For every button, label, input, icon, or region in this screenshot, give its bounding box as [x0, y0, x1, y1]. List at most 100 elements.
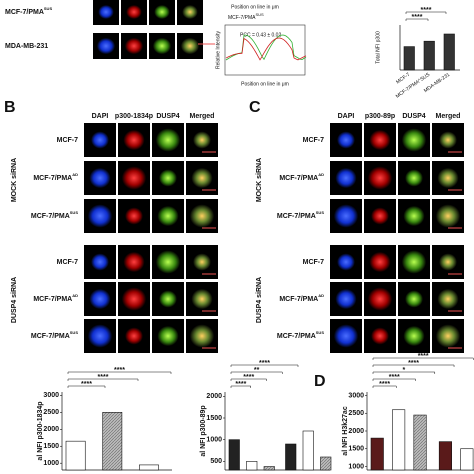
y-axis-label: al NFI p300-89p	[200, 405, 207, 456]
label-main: MCF-7/PMA	[277, 213, 316, 220]
label: MCF-7/PMAAD	[279, 172, 324, 182]
group-label: DUSP4 siRNA	[256, 277, 263, 323]
panel-letter: B	[4, 99, 16, 116]
y-tick-label: 1500	[206, 415, 222, 422]
label: MCF-7/PMASUS	[5, 6, 52, 16]
label: PCC = 0.43 ± 0.02	[240, 32, 281, 38]
cell	[193, 131, 211, 149]
cell	[98, 4, 114, 20]
cell	[123, 129, 145, 151]
column-header: Merged	[436, 113, 461, 120]
cell	[89, 167, 111, 189]
cell	[91, 131, 109, 149]
cell	[123, 251, 145, 273]
label-sup: SUS	[70, 210, 79, 215]
label-main: MCF-7/PMA	[33, 175, 72, 182]
cell	[159, 290, 177, 308]
profile-ylabel: Relative Intensity	[215, 30, 221, 69]
sig-label: ****	[235, 381, 246, 388]
sig-label: ****	[259, 360, 270, 367]
label: MCF-7/PMAAD	[33, 293, 78, 303]
cell	[435, 324, 461, 348]
cell	[439, 253, 457, 271]
cell	[157, 325, 179, 347]
cell	[125, 207, 143, 225]
cell	[371, 207, 389, 225]
bar	[370, 437, 384, 471]
y-tick-label: 2000	[43, 426, 59, 433]
bar	[302, 430, 314, 471]
sig-bracket	[230, 364, 299, 367]
cell	[182, 4, 198, 20]
sig-bracket	[372, 378, 416, 381]
bar	[263, 466, 275, 471]
cell	[337, 131, 355, 149]
cell	[337, 253, 355, 271]
panel-letter: D	[314, 373, 326, 390]
sig-label: ****	[389, 374, 400, 381]
y-tick-label: 1500	[348, 446, 364, 453]
profile-line	[225, 34, 307, 61]
cell	[155, 128, 181, 152]
bar	[246, 461, 258, 471]
sig-bracket	[230, 378, 267, 381]
label-main: MCF-7	[57, 137, 78, 144]
sig-label: ****	[412, 14, 423, 21]
y-tick-label: 3000	[43, 392, 59, 399]
label: Position on line in μm	[231, 4, 279, 10]
cell	[191, 167, 213, 189]
label-sup: SUS	[316, 330, 325, 335]
label-main: MCF-7/PMA	[279, 175, 318, 182]
label-sup: SUS	[44, 6, 53, 11]
group-label: MOCK siRNA	[256, 158, 263, 202]
label: MCF-7	[303, 259, 324, 266]
label-main: MCF-7/PMA	[228, 15, 256, 21]
label-main: MCF-7/PMA	[31, 213, 70, 220]
label-sup: SUS	[316, 210, 325, 215]
sig-bracket	[230, 385, 251, 388]
sig-bracket	[372, 385, 397, 388]
label: MCF-7	[57, 259, 78, 266]
sig-bracket	[372, 364, 455, 367]
label-main: MCF-7/PMA	[5, 9, 44, 16]
label-sup: SUS	[256, 12, 265, 17]
cell	[189, 324, 215, 348]
column-header: p300-1834p	[115, 113, 153, 120]
cell	[437, 288, 459, 310]
label-main: MCF-7/PMA	[279, 296, 318, 303]
bar	[320, 456, 332, 471]
cell	[435, 204, 461, 228]
sig-bracket	[405, 11, 447, 14]
y-tick-label: 500	[210, 458, 222, 465]
cell	[157, 205, 179, 227]
profile-line	[225, 37, 307, 61]
label-main: MCF-7	[57, 259, 78, 266]
y-tick-label: 2500	[348, 410, 364, 417]
label-main: MCF-7/PMA	[31, 333, 70, 340]
sig-label: ****	[98, 374, 109, 381]
cell	[333, 324, 359, 348]
bar	[102, 412, 123, 471]
bar	[423, 40, 435, 71]
y-tick-label: 2500	[43, 409, 59, 416]
label: MCF-7/PMAAD	[33, 172, 78, 182]
cell	[367, 287, 393, 311]
cell	[180, 37, 200, 55]
cell	[87, 324, 113, 348]
cell	[189, 204, 215, 228]
bar	[228, 439, 240, 471]
sig-label: ****	[81, 381, 92, 388]
cell	[369, 129, 391, 151]
column-header: DAPI	[338, 113, 355, 120]
label-sup: AD	[72, 172, 78, 177]
y-tick-label: 2000	[348, 428, 364, 435]
label: MCF-7/PMASUS	[277, 330, 324, 340]
y-tick-label: 3000	[348, 392, 364, 399]
sig-bracket	[372, 357, 474, 360]
bar	[403, 46, 415, 71]
cell	[152, 37, 172, 55]
cell	[124, 37, 144, 55]
sig-bracket	[405, 18, 429, 21]
label-main: MCF-7/PMA	[277, 333, 316, 340]
cell	[401, 128, 427, 152]
